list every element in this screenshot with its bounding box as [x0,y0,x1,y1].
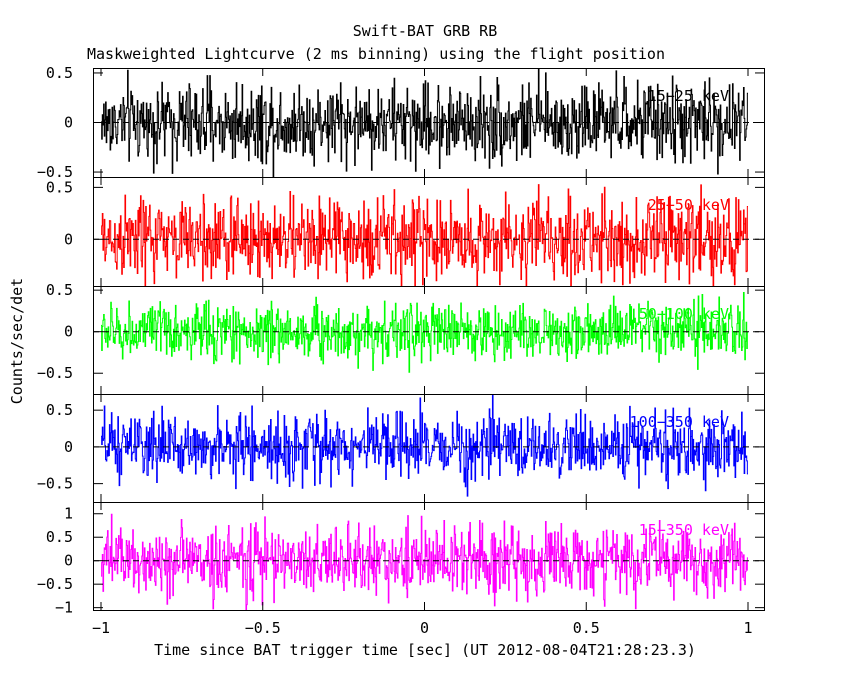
y-tick-label-5-2: 0 [64,552,73,570]
panel-2: 0 0.5 25−50 keV [46,177,765,287]
series-line-4 [101,394,748,497]
x-axis: −1 −0.5 0 0.5 1 [92,619,753,637]
y-tick-label-4-1: 0 [64,438,73,456]
y-axis-label: Counts/sec/det [8,278,26,404]
series-line-2 [101,184,748,286]
band-label-1: 15−25 keV [648,87,729,105]
x-tick-label-1: −0.5 [245,619,281,637]
panel-5: −1 −0.5 0 0.5 1 15−350 keV [37,502,765,617]
y-tick-label-1-1: 0 [64,114,73,132]
series-line-3 [101,291,748,373]
y-tick-label-3-0: −0.5 [37,364,73,382]
band-label-4: 100−350 keV [630,413,729,431]
y-tick-label-2-1: 0 [64,230,73,248]
band-label-3: 50−100 keV [639,305,729,323]
series-line-1 [101,68,748,177]
series-line-5 [101,513,748,610]
panel-1: −0.5 0 0.5 15−25 keV [37,64,765,181]
band-label-5: 15−350 keV [639,521,729,539]
y-tick-label-4-0: −0.5 [37,475,73,493]
y-tick-label-3-2: 0.5 [46,281,73,299]
panel-frame-5 [93,502,765,611]
y-tick-label-2-2: 0.5 [46,178,73,196]
y-tick-label-4-2: 0.5 [46,401,73,419]
band-label-2: 25−50 keV [648,196,729,214]
y-tick-label-3-1: 0 [64,323,73,341]
panel-3: −0.5 0 0.5 50−100 keV [37,281,765,395]
x-tick-label-3: 0.5 [573,619,600,637]
y-tick-label-1-0: −0.5 [37,163,73,181]
panels: −0.5 0 0.5 15−25 keV 0 0.5 25−50 keV −0.5 0 0.5 50… [37,64,765,637]
x-tick-label-0: −1 [92,619,110,637]
y-tick-label-1-2: 0.5 [46,64,73,82]
panel-4: −0.5 0 0.5 100−350 keV [37,394,765,503]
y-tick-label-5-0: −1 [55,599,73,617]
chart-subtitle: Maskweighted Lightcurve (2 ms binning) u… [87,45,665,63]
x-tick-label-2: 0 [420,619,429,637]
y-tick-label-5-3: 0.5 [46,528,73,546]
chart-title: Swift-BAT GRB RB [353,22,498,40]
x-tick-label-4: 1 [743,619,752,637]
y-tick-label-5-4: 1 [64,505,73,523]
x-axis-label: Time since BAT trigger time [sec] (UT 20… [154,641,696,659]
y-tick-label-5-1: −0.5 [37,575,73,593]
